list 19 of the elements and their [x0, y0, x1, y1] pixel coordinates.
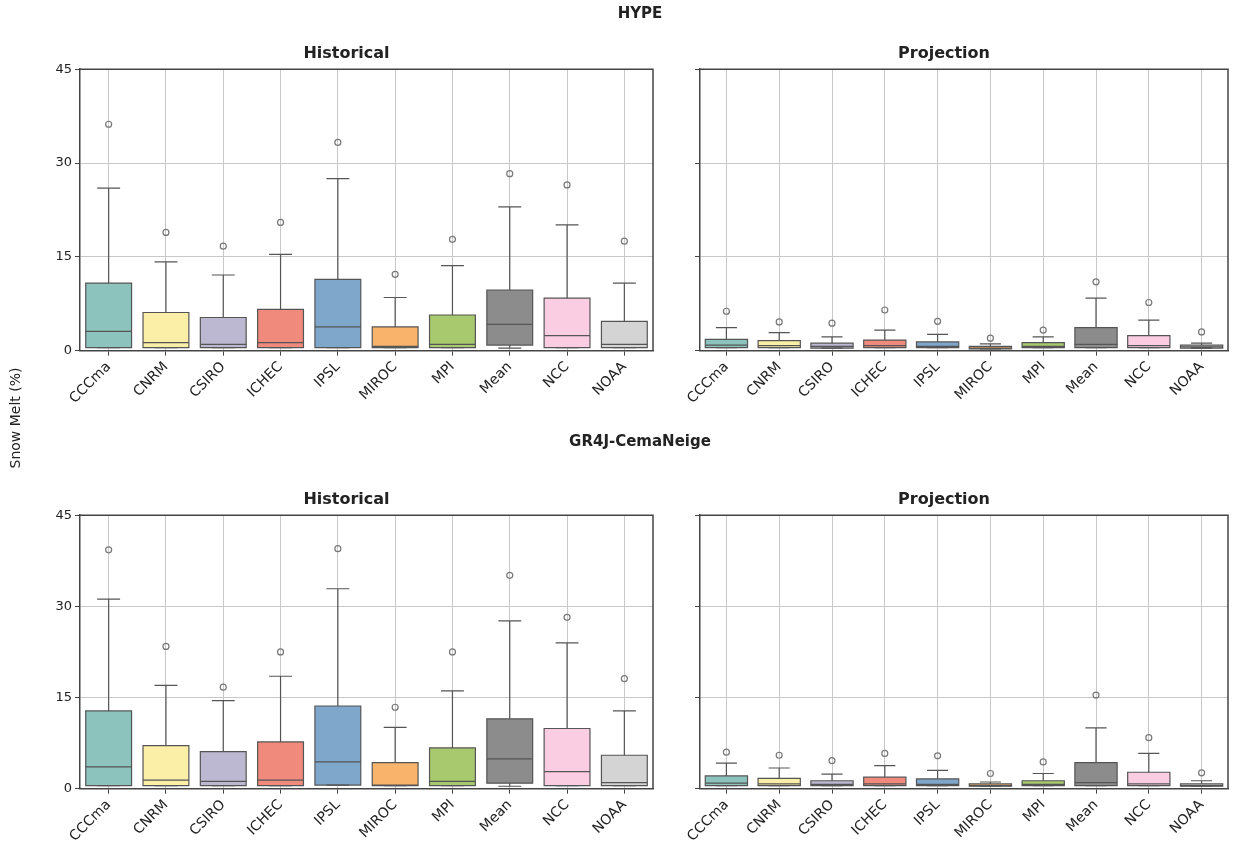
- y-tick-label: 0: [63, 342, 72, 358]
- y-axis-title: Snow Melt (%): [7, 366, 23, 471]
- y-tick-label: 30: [55, 154, 72, 170]
- chart-title: Projection: [898, 488, 990, 508]
- chart-title: Projection: [898, 42, 990, 62]
- x-tick-label: MPI: [1019, 358, 1048, 387]
- text: GR4J-CemaNeige: [568, 432, 712, 450]
- y-tick-label: 15: [55, 248, 72, 264]
- x-tick-label: MPI: [1019, 796, 1048, 825]
- chart-title: Historical: [303, 42, 390, 62]
- chart-title: Historical: [303, 488, 390, 508]
- y-tick-label: 45: [55, 60, 72, 76]
- y-tick-label: 45: [55, 506, 72, 522]
- x-tick-label: MPI: [428, 358, 458, 387]
- y-tick-label: 15: [55, 688, 72, 704]
- y-tick-label: 0: [63, 780, 72, 796]
- y-tick-label: 30: [55, 597, 72, 613]
- text: HYPE: [616, 4, 664, 22]
- x-tick-label: MPI: [428, 796, 458, 825]
